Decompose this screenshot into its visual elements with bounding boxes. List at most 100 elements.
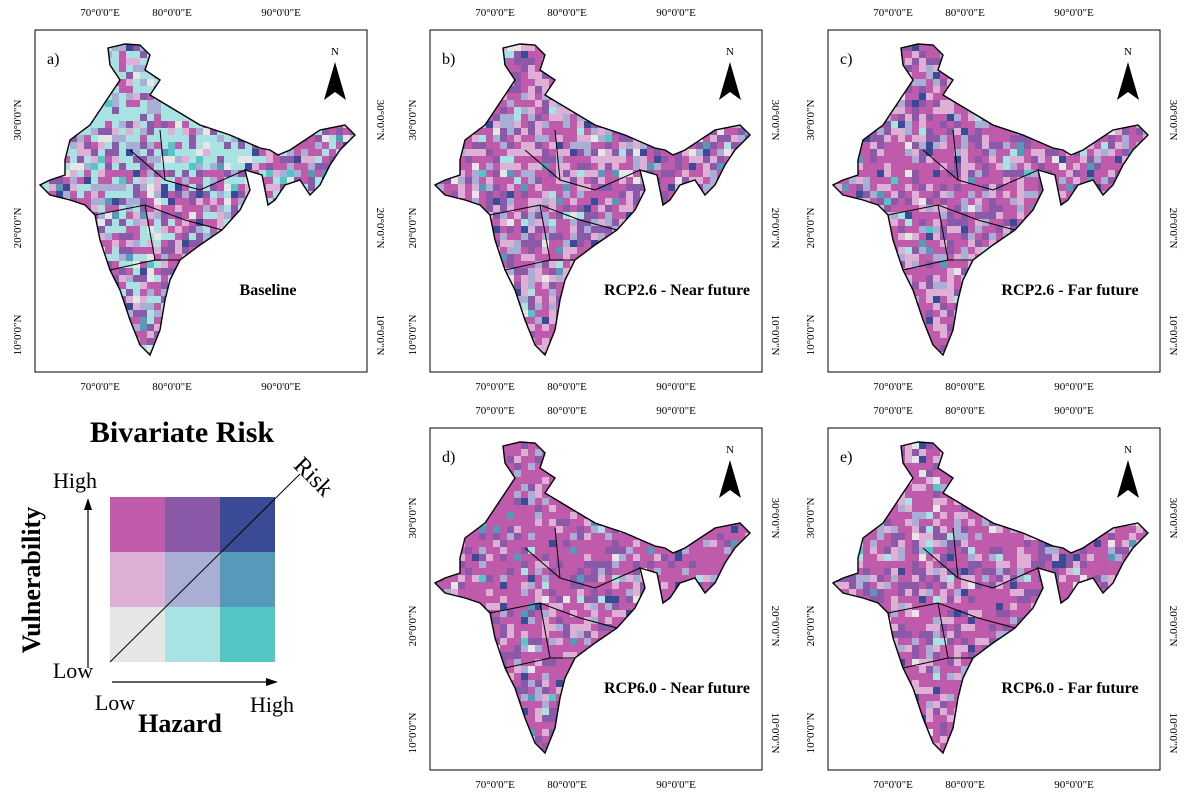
risk-cell [119,282,126,289]
risk-cell [147,121,154,128]
risk-cell [182,170,189,177]
risk-cell [147,100,154,107]
risk-cell [105,184,112,191]
risk-cell [266,163,273,170]
risk-cell [535,296,542,303]
risk-cell [161,114,168,121]
risk-cell [119,149,126,156]
lon-label-bottom: 80°0'0"E [152,381,192,393]
risk-cell [612,184,619,191]
risk-cell [119,156,126,163]
risk-cell [479,163,486,170]
risk-cell [140,282,147,289]
risk-cell [549,317,556,324]
risk-cell [584,163,591,170]
risk-cell [182,149,189,156]
risk-cell [689,149,696,156]
risk-cell [133,79,140,86]
risk-cell [570,247,577,254]
risk-cell [528,247,535,254]
risk-cell [521,233,528,240]
risk-cell [140,289,147,296]
risk-cell [77,191,84,198]
risk-cell [112,191,119,198]
risk-cell [577,128,584,135]
risk-cell [133,268,140,275]
risk-cell [105,247,112,254]
risk-cell [717,142,724,149]
risk-cell [507,226,514,233]
risk-cell [70,156,77,163]
risk-cell [147,310,154,317]
risk-cell [528,107,535,114]
risk-cell [231,142,238,149]
risk-cell [626,149,633,156]
risk-cell [465,149,472,156]
risk-cell [112,121,119,128]
risk-cell [514,247,521,254]
risk-cell [605,163,612,170]
risk-cell [500,114,507,121]
risk-cell [472,142,479,149]
risk-cell [556,261,563,268]
risk-cell [528,177,535,184]
risk-cell [598,135,605,142]
risk-cell [479,156,486,163]
risk-cell [126,128,133,135]
risk-cell [521,79,528,86]
risk-cell [140,114,147,121]
risk-cell [168,114,175,121]
risk-cell [154,226,161,233]
risk-cell [203,163,210,170]
risk-cell [549,289,556,296]
risk-cell [493,114,500,121]
risk-cell [521,177,528,184]
risk-cell [203,128,210,135]
risk-cell [549,282,556,289]
risk-cell [535,289,542,296]
risk-cell [133,240,140,247]
risk-cell [521,219,528,226]
risk-cell [535,128,542,135]
risk-cell [210,219,217,226]
risk-cell [322,135,329,142]
risk-cell [217,135,224,142]
risk-cell [549,240,556,247]
risk-cell [133,247,140,254]
risk-cell [189,191,196,198]
risk-cell [521,289,528,296]
risk-cell [133,219,140,226]
risk-cell [210,212,217,219]
risk-cell [682,156,689,163]
risk-cell [140,93,147,100]
risk-cell [605,142,612,149]
risk-cell [584,177,591,184]
risk-cell [479,177,486,184]
risk-cell [168,149,175,156]
risk-cell [84,184,91,191]
risk-cell [133,191,140,198]
risk-cell [147,324,154,331]
risk-cell [696,142,703,149]
risk-cell [168,240,175,247]
risk-cell [493,121,500,128]
risk-cell [591,177,598,184]
risk-cell [112,149,119,156]
panel-label: b) [442,51,455,68]
risk-cell [528,135,535,142]
risk-cell [140,268,147,275]
risk-cell [133,128,140,135]
risk-cell [126,212,133,219]
risk-cell [133,303,140,310]
risk-cell [542,135,549,142]
risk-cell [528,65,535,72]
risk-cell [521,170,528,177]
risk-cell [294,149,301,156]
risk-cell [147,303,154,310]
risk-cell [105,156,112,163]
risk-cell [549,198,556,205]
risk-cell [661,156,668,163]
risk-cell [626,177,633,184]
risk-cell [549,268,556,275]
risk-cell [528,156,535,163]
